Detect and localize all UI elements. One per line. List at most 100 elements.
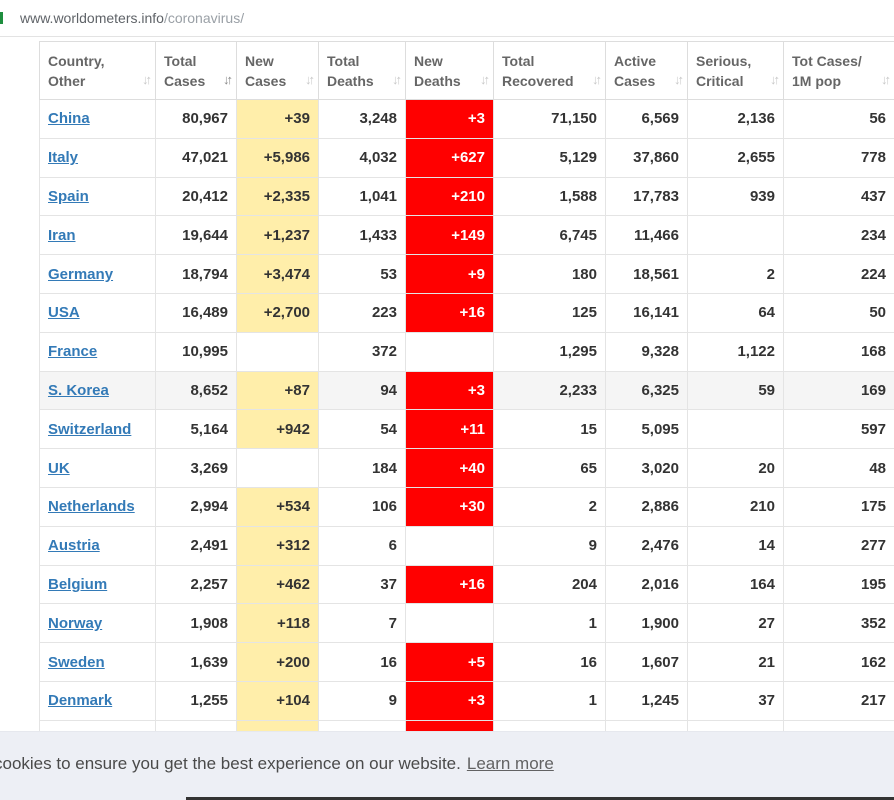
cell-country: USA	[39, 292, 156, 333]
column-header-new-cases[interactable]: New Cases ↓↑	[236, 41, 319, 100]
cell-country: Germany	[39, 254, 156, 294]
table-body: China 80,967 +39 3,248 +3 71,150 6,569 2,136 56 I…	[39, 99, 894, 731]
learn-more-link[interactable]: Learn more	[466, 754, 554, 773]
cell-total-deaths: 106	[318, 486, 406, 527]
sort-arrows-icon[interactable]: ↓↑	[392, 72, 402, 87]
country-link[interactable]: Austria	[48, 537, 100, 555]
secure-indicator-icon	[0, 12, 3, 24]
country-link[interactable]: Netherlands	[48, 498, 135, 516]
cell-active-cases: 6,325	[605, 370, 688, 411]
column-header-line2: Cases	[245, 72, 287, 89]
country-link[interactable]: Belgium	[48, 575, 108, 593]
country-link[interactable]: Sweden	[48, 653, 105, 671]
cell-total-recovered: 180	[493, 254, 606, 294]
column-header-line2: Cases	[614, 72, 656, 89]
cell-total-recovered: 1,295	[493, 331, 606, 372]
cell-country: Austria	[39, 525, 156, 566]
cell-total-deaths: 16	[318, 642, 406, 682]
column-header-serious-critical[interactable]: Serious, Critical ↓↑	[687, 41, 784, 100]
column-header-active-cases[interactable]: Active Cases ↓↑	[605, 41, 688, 100]
cell-new-deaths: +16	[405, 292, 494, 333]
cell-total-deaths: 6	[318, 525, 406, 566]
cell-total-deaths: 4,032	[318, 137, 406, 178]
country-link[interactable]: Germany	[48, 265, 114, 283]
cell-total-deaths: 223	[318, 292, 406, 333]
address-bar[interactable]: www.worldometers.info/coronavirus/	[0, 0, 894, 37]
cell-new-cases	[236, 331, 319, 372]
coronavirus-cases-table: Country, Other ↓↑ Total Cases ↓↑ New Cases ↓↑ Tot…	[39, 41, 894, 731]
cell-country: Iran	[39, 215, 156, 256]
column-header-total-deaths[interactable]: Total Deaths ↓↑	[318, 41, 406, 100]
cell-new-cases: +942	[236, 409, 319, 450]
country-link[interactable]: Spain	[48, 187, 89, 205]
url-host: www.worldometers.info	[20, 10, 164, 26]
cell-active-cases: 16,141	[605, 292, 688, 333]
country-link[interactable]: Iran	[48, 226, 76, 244]
cell-serious-critical: 64	[687, 292, 784, 333]
country-link[interactable]: S. Korea	[48, 381, 109, 399]
country-link[interactable]: China	[48, 110, 90, 128]
column-header-total-cases[interactable]: Total Cases ↓↑	[155, 41, 237, 100]
cell-total-cases: 19,644	[155, 215, 237, 256]
country-link[interactable]: Denmark	[48, 692, 113, 710]
sort-descending-icon[interactable]: ↓↑	[223, 72, 233, 87]
cell-active-cases: 6,569	[605, 99, 688, 139]
cell-new-cases: +118	[236, 603, 319, 644]
cell-per-million: 597	[783, 409, 894, 450]
column-header-line1: Total	[502, 52, 535, 69]
cell-total-cases: 8,652	[155, 370, 237, 411]
country-link[interactable]: Switzerland	[48, 420, 132, 438]
country-link[interactable]: Italy	[48, 149, 79, 167]
cell-per-million	[783, 719, 894, 731]
column-header-total-recovered[interactable]: Total Recovered ↓↑	[493, 41, 606, 100]
cell-serious-critical: 939	[687, 176, 784, 217]
country-link[interactable]: Norway	[48, 614, 103, 632]
cell-total-deaths: 3,248	[318, 99, 406, 139]
cell-per-million: 217	[783, 680, 894, 721]
cell-per-million: 352	[783, 603, 894, 644]
column-header-line1: Total	[327, 52, 360, 69]
country-link[interactable]: USA	[48, 304, 80, 322]
sort-arrows-icon[interactable]: ↓↑	[305, 72, 315, 87]
sort-arrows-icon[interactable]: ↓↑	[480, 72, 490, 87]
cell-total-recovered: 65	[493, 448, 606, 488]
sort-arrows-icon[interactable]: ↓↑	[142, 72, 152, 87]
url-text[interactable]: www.worldometers.info/coronavirus/	[20, 10, 244, 26]
cell-serious-critical: 2	[687, 254, 784, 294]
column-header-line2: Recovered	[502, 72, 574, 89]
table-row: Belgium 2,257 +462 37 +16 204 2,016 164 195	[39, 564, 894, 605]
cell-per-million: 162	[783, 642, 894, 682]
cell-new-deaths: +210	[405, 176, 494, 217]
cell-serious-critical: 210	[687, 486, 784, 527]
cell-new-cases: +39	[236, 99, 319, 139]
table-row: Germany 18,794 +3,474 53 +9 180 18,561 2 224	[39, 254, 894, 294]
sort-arrows-icon[interactable]: ↓↑	[592, 72, 602, 87]
cell-total-deaths: 372	[318, 331, 406, 372]
sort-arrows-icon[interactable]: ↓↑	[881, 72, 891, 87]
cell-new-deaths: +149	[405, 215, 494, 256]
sort-arrows-icon[interactable]: ↓↑	[674, 72, 684, 87]
sort-arrows-icon[interactable]: ↓↑	[770, 72, 780, 87]
cell-total-recovered: 6,745	[493, 215, 606, 256]
column-header-line2: Deaths	[327, 72, 374, 89]
column-header-tot-cases-per-1m-pop[interactable]: Tot Cases/1M pop ↓↑	[783, 41, 894, 100]
table-row: France 10,995 372 1,295 9,328 1,122 168	[39, 331, 894, 372]
column-header-new-deaths[interactable]: New Deaths ↓↑	[405, 41, 494, 100]
cell-serious-critical: 59	[687, 370, 784, 411]
country-link[interactable]: UK	[48, 459, 70, 477]
country-link[interactable]: France	[48, 343, 98, 361]
cell-serious-critical: 21	[687, 642, 784, 682]
cell-country: Switzerland	[39, 409, 156, 450]
cell-country: Italy	[39, 137, 156, 178]
cell-total-deaths: 9	[318, 680, 406, 721]
table-row: Denmark 1,255 +104 9 +3 1 1,245 37 217	[39, 680, 894, 721]
cell-country: Spain	[39, 176, 156, 217]
cell-total-cases: 10,995	[155, 331, 237, 372]
cell-new-deaths: +16	[405, 564, 494, 605]
column-header-country-other[interactable]: Country, Other ↓↑	[39, 41, 156, 100]
cell-total-cases: 2,491	[155, 525, 237, 566]
table-row: Italy 47,021 +5,986 4,032 +627 5,129 37,860 2,6…	[39, 137, 894, 178]
cell-serious-critical: 1,122	[687, 331, 784, 372]
cell-new-deaths: +	[405, 719, 494, 731]
cell-total-recovered: 2,233	[493, 370, 606, 411]
